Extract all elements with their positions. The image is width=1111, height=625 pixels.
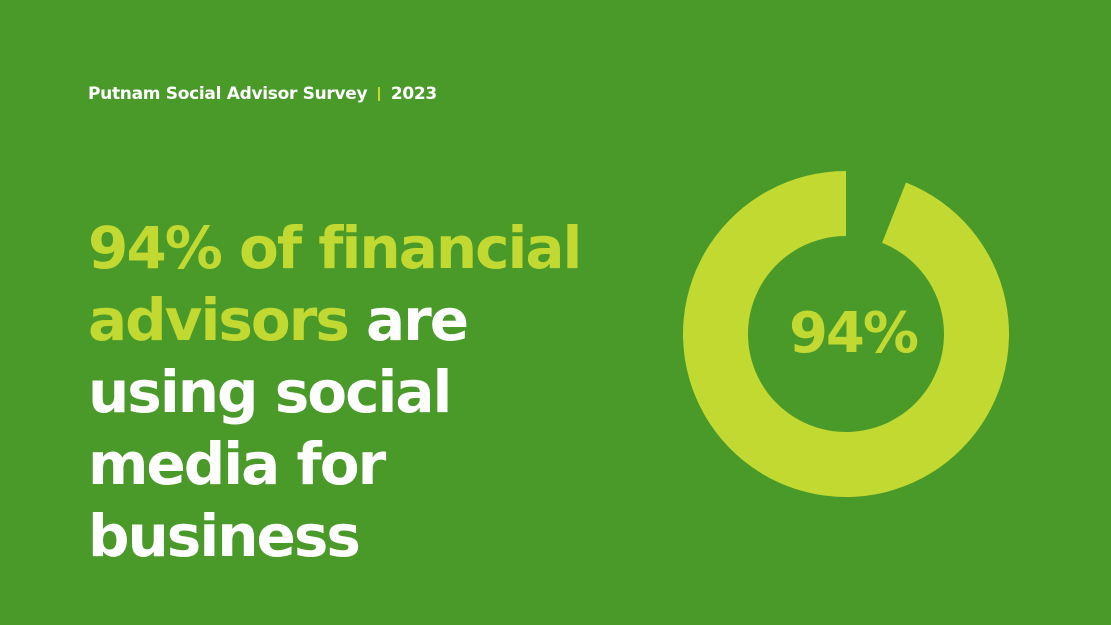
- donut-segment-filled: [682, 171, 1009, 498]
- headline: 94% of financial advisors are using soci…: [88, 212, 648, 572]
- headline-rest: are using social media for business: [88, 286, 469, 570]
- divider: [378, 87, 380, 101]
- survey-year: 2023: [390, 84, 437, 104]
- survey-name: Putnam Social Advisor Survey: [88, 84, 368, 104]
- donut-center-label: 94%: [789, 301, 918, 366]
- headline-highlight: 94% of financial advisors: [88, 214, 582, 354]
- survey-header: Putnam Social Advisor Survey 2023: [88, 84, 437, 104]
